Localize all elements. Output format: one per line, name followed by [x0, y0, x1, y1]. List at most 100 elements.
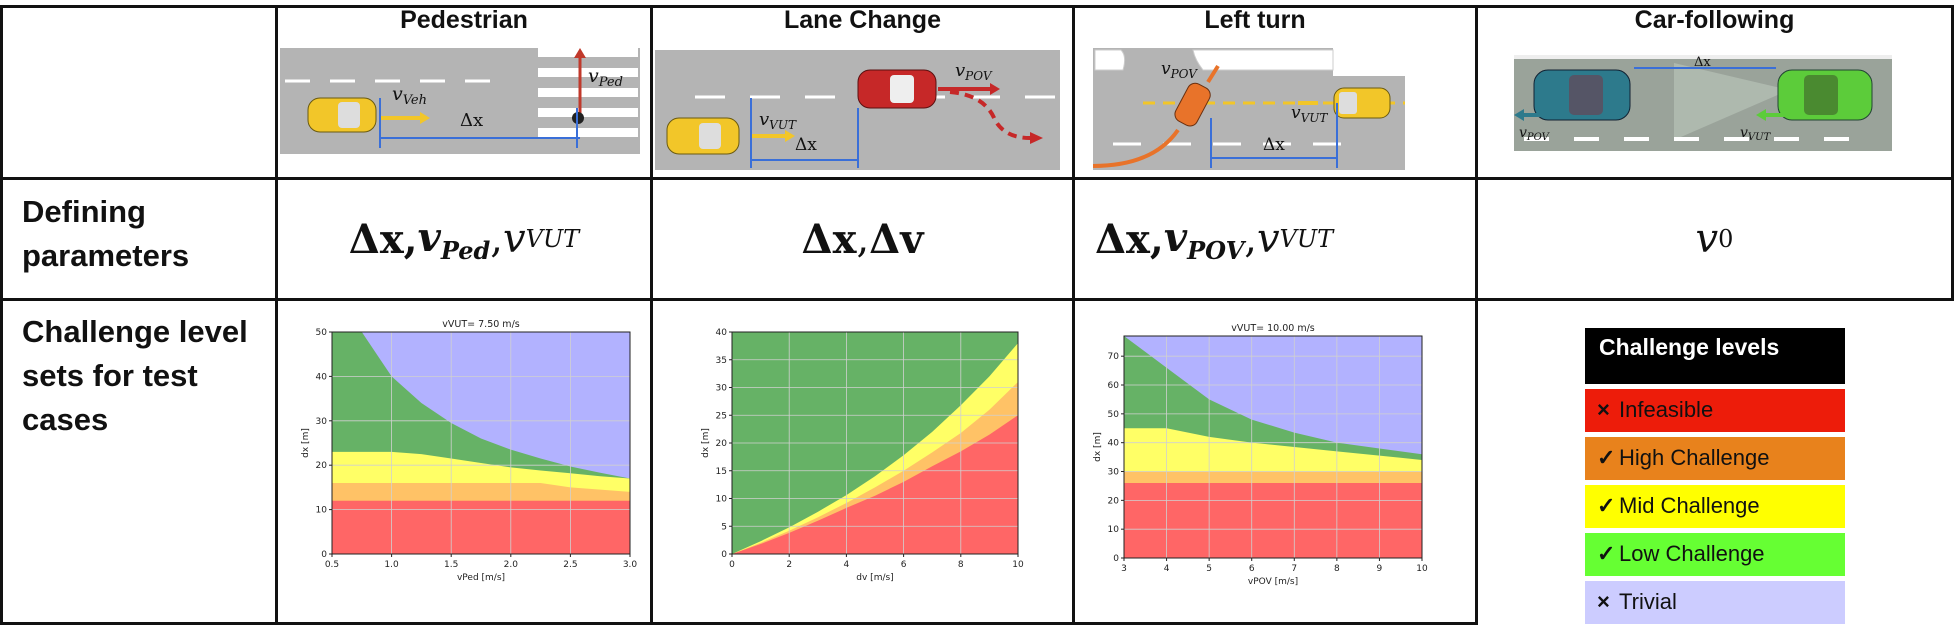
x-tick-label: 9 [1377, 564, 1383, 574]
x-tick-label: 3 [1121, 564, 1127, 574]
v-pov-label: v [955, 60, 965, 81]
formula-dx: Δx [801, 215, 857, 263]
x-axis-label: vPed [m/s] [457, 573, 505, 583]
x-tick-label: 0.5 [325, 560, 339, 570]
formula-dx: Δx, [348, 215, 418, 263]
x-tick-label: 4 [844, 560, 850, 570]
legend-item-mid-challenge: ✓ Mid Challenge [1585, 485, 1845, 528]
y-tick-label: 30 [316, 417, 328, 427]
header-pedestrian: Pedestrian [400, 6, 528, 34]
y-tick-label: 25 [716, 411, 727, 421]
y-tick-label: 10 [716, 495, 728, 505]
v-vut-sub: VUT [1748, 132, 1772, 143]
dx-label: Δx [795, 135, 817, 155]
formula-v-vut-sub: VUT [1279, 225, 1334, 253]
y-tick-label: 0 [321, 550, 327, 560]
formula-comma: , [490, 216, 504, 262]
x-tick-label: 0 [729, 560, 735, 570]
svg-text:vPOV: vPOV [955, 60, 993, 83]
table-divider-1 [275, 5, 278, 622]
row-label-line: parameters [22, 238, 190, 273]
y-tick-label: 15 [716, 467, 727, 477]
legend-item-label: Mid Challenge [1619, 493, 1760, 518]
x-tick-label: 8 [958, 560, 964, 570]
y-tick-label: 50 [316, 328, 328, 338]
formula-left-turn: Δx, vPOV, v VUT [1075, 180, 1455, 298]
formula-v-vut-sub: VUT [525, 225, 580, 253]
check-icon: ✓ [1597, 493, 1616, 518]
check-icon: ✓ [1597, 445, 1616, 470]
v-pov-sub: POV [1170, 67, 1199, 81]
y-tick-label: 0 [721, 550, 727, 560]
legend-item-low-challenge: ✓ Low Challenge [1585, 533, 1845, 576]
v-vut-label: v [1740, 125, 1748, 141]
legend-item-label: Low Challenge [1619, 541, 1765, 566]
x-tick-label: 8 [1334, 564, 1340, 574]
pedestrian-scene: vVeh vPed Δx [280, 48, 640, 154]
y-tick-label: 30 [716, 384, 728, 394]
table-border-top [0, 5, 1954, 8]
y-axis-label: dx [m] [301, 428, 311, 458]
y-tick-label: 0 [1113, 554, 1119, 564]
y-tick-label: 30 [1108, 468, 1120, 478]
table-divider-2 [650, 5, 653, 622]
y-tick-label: 10 [316, 506, 328, 516]
plot-title: vVUT= 10.00 m/s [1231, 323, 1315, 334]
svg-text:vPed: vPed [588, 65, 623, 90]
legend-title: Challenge levels [1585, 328, 1845, 384]
y-tick-label: 40 [1108, 439, 1120, 449]
formula-dv: Δv [869, 215, 924, 263]
svg-text:vPOV: vPOV [1519, 125, 1551, 143]
v-pov-sub: POV [964, 69, 993, 83]
header-left-turn: Left turn [1204, 6, 1306, 34]
row-label-line: cases [22, 402, 109, 437]
cross-icon: × [1597, 397, 1610, 422]
y-tick-label: 70 [1108, 352, 1120, 362]
header-car-following: Car-following [1634, 6, 1795, 34]
formula-dx: Δx, [1095, 215, 1164, 263]
y-tick-label: 40 [716, 328, 728, 338]
v-veh-label: v [392, 83, 403, 105]
table-border-row2 [0, 298, 1954, 301]
row-label-defining-parameters: Defining parameters [22, 190, 189, 278]
x-tick-label: 2.0 [504, 560, 519, 570]
y-tick-label: 50 [1108, 410, 1120, 420]
formula-pedestrian: Δx, vPed, v VUT [278, 180, 650, 298]
plot-frame [331, 331, 631, 555]
check-icon: ✓ [1597, 541, 1616, 566]
table-border-right [1951, 5, 1954, 301]
header-lane-change: Lane Change [784, 6, 941, 34]
formula-comma: , [1244, 216, 1257, 262]
y-tick-label: 35 [716, 356, 727, 366]
x-tick-label: 7 [1291, 564, 1297, 574]
y-tick-label: 60 [1108, 381, 1120, 391]
pedestrian-challenge-plot: 0.5 1.0 1.5 2.0 2.5 3.0 0 10 20 30 40 50 vVUT= 7.50 … [301, 319, 637, 583]
x-tick-label: 1.5 [444, 560, 458, 570]
table-border-left [0, 5, 3, 625]
formula-v-pov-sub: POV [1187, 235, 1245, 265]
x-axis-label: vPOV [m/s] [1248, 577, 1298, 587]
v-pov-label: v [1161, 59, 1171, 79]
lane-change-scene: vVUT vPOV Δx [655, 50, 1060, 170]
svg-text:vVeh: vVeh [392, 83, 427, 108]
x-tick-label: 1.0 [384, 560, 399, 570]
v-ped-sub: Ped [598, 75, 623, 90]
car-following-scene: Δx vPOV vVUT [1514, 55, 1892, 151]
table-border-row1 [0, 177, 1954, 180]
formula-comma: , [856, 216, 870, 262]
row-label-challenge-level: Challenge level sets for test cases [22, 310, 248, 442]
dx-label: Δx [1263, 135, 1285, 155]
y-tick-label: 20 [1108, 496, 1120, 506]
v-pov-label: v [1519, 125, 1527, 141]
y-tick-label: 5 [721, 522, 727, 532]
row-label-line: Defining [22, 194, 146, 229]
legend-item-label: Trivial [1619, 589, 1677, 614]
cross-icon: × [1597, 589, 1610, 614]
formula-v-ped: v [417, 213, 441, 261]
y-tick-label: 20 [716, 439, 728, 449]
x-tick-label: 6 [1249, 564, 1255, 574]
x-axis-label: dv [m/s] [856, 573, 893, 583]
svg-text:vVUT: vVUT [1740, 125, 1772, 143]
v-ped-label: v [588, 65, 599, 87]
